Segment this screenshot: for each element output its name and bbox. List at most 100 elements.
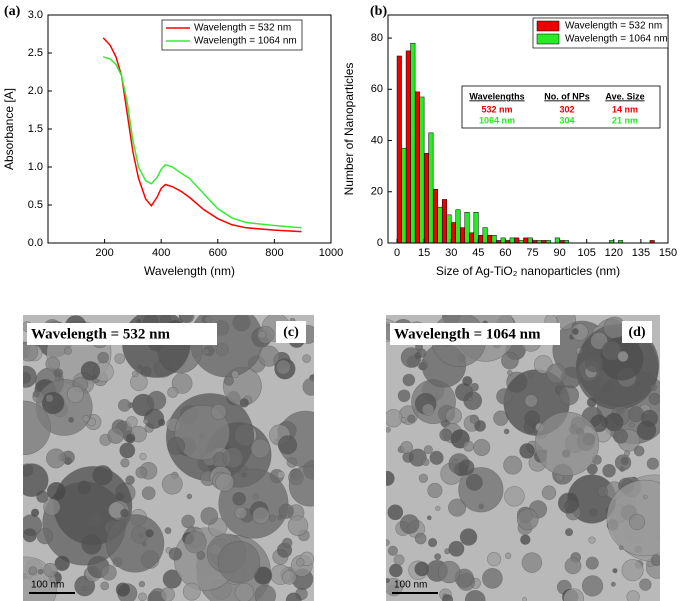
x-tick-label: 105 bbox=[578, 247, 596, 259]
particle bbox=[439, 428, 453, 442]
particle bbox=[586, 463, 598, 475]
y-tick-label: 0.0 bbox=[28, 237, 43, 249]
particle bbox=[141, 486, 156, 500]
particle bbox=[612, 568, 618, 574]
data-line bbox=[102, 37, 302, 233]
bar bbox=[405, 50, 411, 244]
particle bbox=[254, 584, 277, 601]
caption-box bbox=[27, 323, 217, 345]
particle bbox=[143, 418, 149, 425]
particle bbox=[585, 353, 604, 373]
particle bbox=[288, 464, 314, 507]
particle bbox=[636, 420, 657, 441]
particle bbox=[181, 514, 195, 529]
particle bbox=[528, 372, 534, 379]
particle bbox=[97, 351, 109, 364]
particle bbox=[504, 486, 525, 507]
particle bbox=[448, 540, 465, 557]
particle bbox=[217, 540, 261, 584]
particle bbox=[125, 433, 136, 444]
particle bbox=[435, 505, 441, 512]
table-cell: 14 nm bbox=[612, 104, 638, 114]
bar bbox=[509, 237, 515, 244]
particle bbox=[302, 377, 314, 396]
particle bbox=[427, 538, 438, 548]
legend-swatch bbox=[536, 20, 560, 32]
bar bbox=[523, 237, 529, 244]
particle bbox=[63, 346, 72, 355]
y-tick-label: 40 bbox=[371, 134, 383, 146]
particle bbox=[473, 438, 491, 457]
particle bbox=[520, 534, 531, 545]
x-tick-label: 60 bbox=[499, 247, 511, 259]
x-tick-label: 0 bbox=[394, 247, 400, 259]
particle bbox=[204, 316, 212, 324]
particle bbox=[503, 428, 510, 435]
particle bbox=[68, 417, 74, 423]
x-tick-label: 15 bbox=[418, 247, 430, 259]
particle bbox=[45, 356, 60, 372]
particle bbox=[130, 373, 148, 391]
particle bbox=[467, 396, 473, 402]
particle bbox=[222, 447, 244, 469]
particle bbox=[282, 537, 293, 549]
x-tick-label: 90 bbox=[553, 247, 565, 259]
particle bbox=[534, 411, 600, 476]
particle bbox=[465, 473, 483, 491]
table-cell: 304 bbox=[559, 115, 574, 125]
particle bbox=[459, 528, 478, 546]
particle bbox=[470, 382, 479, 392]
particle bbox=[120, 458, 130, 468]
particle bbox=[23, 528, 37, 543]
particle bbox=[393, 554, 405, 566]
x-tick-label: 120 bbox=[605, 247, 623, 259]
particle bbox=[277, 435, 298, 455]
x-axis-label: Size of Ag-TiO₂ nanoparticles (nm) bbox=[436, 264, 620, 278]
particle bbox=[143, 408, 165, 429]
panel-label: (a) bbox=[4, 4, 21, 19]
particle bbox=[621, 559, 644, 582]
particle bbox=[28, 566, 38, 576]
particle bbox=[234, 506, 248, 520]
x-tick-label: 75 bbox=[526, 247, 538, 259]
particle bbox=[147, 390, 167, 411]
bar bbox=[514, 237, 520, 244]
particle bbox=[37, 568, 44, 575]
particle bbox=[613, 428, 629, 444]
label-box bbox=[622, 321, 652, 343]
bar bbox=[473, 212, 479, 244]
particle bbox=[503, 455, 523, 475]
bar bbox=[500, 237, 506, 244]
particle bbox=[557, 492, 580, 514]
particle bbox=[602, 464, 616, 478]
bar bbox=[428, 132, 434, 244]
particle bbox=[418, 473, 429, 483]
x-tick-label: 1000 bbox=[319, 247, 343, 259]
bar bbox=[437, 206, 443, 244]
particle bbox=[601, 340, 622, 361]
particle bbox=[469, 414, 479, 424]
particle bbox=[400, 441, 414, 454]
particle bbox=[496, 388, 513, 405]
bar bbox=[432, 188, 438, 244]
plot-frame bbox=[387, 14, 669, 244]
particle bbox=[463, 440, 475, 452]
particle bbox=[626, 590, 640, 601]
particle bbox=[115, 582, 131, 597]
particle bbox=[257, 330, 267, 340]
x-tick-label: 45 bbox=[472, 247, 484, 259]
bar bbox=[487, 235, 493, 244]
particle bbox=[138, 580, 146, 588]
particle bbox=[302, 354, 311, 363]
particle bbox=[100, 564, 117, 581]
particle bbox=[604, 412, 624, 432]
particle bbox=[649, 383, 657, 391]
x-tick-label: 200 bbox=[95, 247, 113, 259]
x-tick-label: 150 bbox=[659, 247, 677, 259]
bar bbox=[423, 153, 429, 244]
particle bbox=[135, 466, 148, 479]
particle bbox=[107, 427, 124, 444]
particle bbox=[633, 445, 645, 457]
panel-label: (b) bbox=[370, 4, 387, 19]
